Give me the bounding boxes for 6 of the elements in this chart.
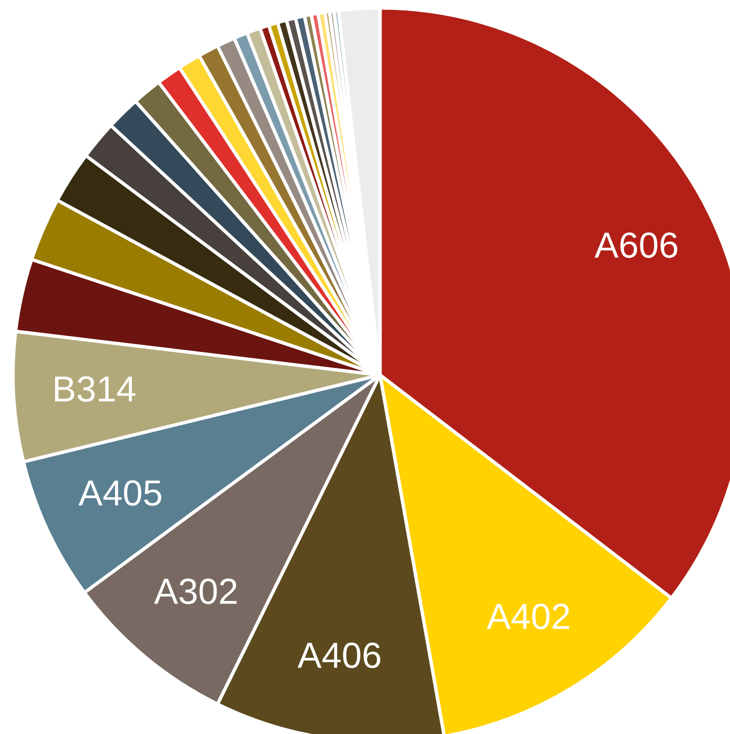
slice-label: A302	[154, 578, 237, 604]
slice-label: A606	[594, 232, 678, 258]
slice-label: B314	[55, 376, 136, 402]
slice-label: A406	[298, 642, 380, 668]
slice-label: A402	[486, 604, 570, 630]
slice-label: A405	[78, 480, 162, 506]
